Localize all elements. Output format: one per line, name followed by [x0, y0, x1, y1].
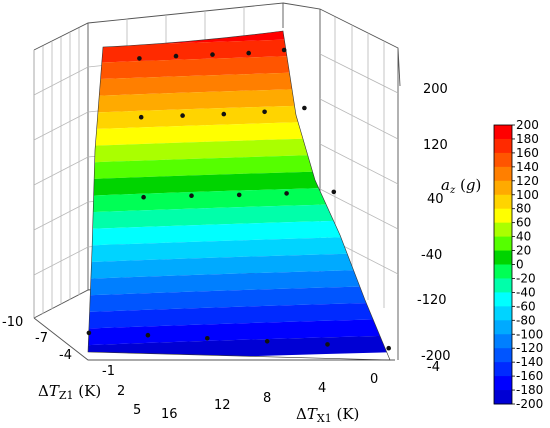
data-point [173, 53, 179, 59]
data-point [281, 47, 287, 53]
colorbar-tick-label: -200 [516, 397, 543, 411]
colorbar-segment [494, 250, 512, 265]
colorbar-segment [494, 306, 512, 321]
colorbar-tick-label: -160 [516, 369, 543, 383]
colorbar-tick-label: -180 [516, 383, 543, 397]
data-point [138, 114, 144, 120]
colorbar-segment [494, 180, 512, 196]
colorbar-tick-label: 40 [516, 230, 531, 244]
y-tick-neg4: -4 [59, 348, 72, 363]
colorbar-tick-label: -80 [516, 313, 536, 327]
colorbar-tick-label: 180 [516, 132, 539, 146]
x-tick-16: 16 [161, 407, 178, 422]
x-axis-ticks: 16 12 8 4 0 [161, 372, 378, 422]
x-axis-label: ΔTX1 (K) [296, 405, 359, 425]
data-point [302, 105, 307, 111]
colorbar-segment [494, 152, 512, 168]
colorbar-segment [494, 376, 512, 391]
colorbar: 200180160140120100806040200-20-40-60-80-… [493, 118, 543, 411]
colorbar-tick-label: 20 [516, 244, 531, 258]
colorbar-tick-label: 140 [516, 160, 539, 174]
data-point [86, 330, 92, 336]
surface-band [88, 186, 390, 213]
data-point [325, 342, 330, 347]
colorbar-segment [494, 320, 512, 335]
data-point [331, 189, 337, 195]
data-point [145, 332, 151, 338]
data-point [210, 52, 215, 57]
colorbar-segment [494, 208, 512, 224]
colorbar-segment [494, 236, 512, 251]
z-tick-neg40: -40 [421, 248, 442, 263]
y-axis-label: ΔTZ1 (K) [38, 382, 101, 402]
colorbar-tick-label: -120 [516, 341, 543, 355]
surface-band [88, 252, 390, 279]
colorbar-tick-label: -100 [516, 327, 543, 341]
colorbar-tick-label: 0 [516, 258, 524, 272]
colorbar-segment [494, 390, 512, 405]
data-point [221, 111, 227, 117]
data-point [137, 56, 142, 61]
data-points [86, 47, 392, 351]
colorbar-tick-label: 80 [516, 202, 531, 216]
y-tick-2: 2 [117, 384, 125, 399]
y-tick-neg7: -7 [35, 331, 48, 346]
colorbar-tick-label: 120 [516, 174, 539, 188]
data-point [386, 345, 392, 351]
colorbar-tick-label: 100 [516, 188, 539, 202]
x-tick-0: 0 [370, 372, 378, 387]
x-tick-8: 8 [263, 391, 271, 406]
y-tick-5: 5 [133, 403, 141, 418]
data-point [284, 191, 289, 196]
colorbar-segment [494, 166, 512, 182]
data-point [141, 194, 146, 200]
colorbar-segment [494, 292, 512, 307]
y-tick-right-neg4: -4 [427, 360, 440, 375]
data-point [180, 113, 185, 118]
colorbar-segment [494, 194, 512, 210]
colorbar-segment [494, 362, 512, 377]
surface-band [88, 302, 390, 329]
y-tick-neg10: -10 [2, 315, 23, 330]
surface-outline [87, 30, 391, 361]
x-tick-12: 12 [214, 398, 231, 413]
surface-band [88, 318, 390, 346]
data-point [262, 109, 267, 115]
data-point [246, 50, 251, 56]
colorbar-segment [494, 264, 512, 279]
colorbar-tick-label: -140 [516, 355, 543, 369]
colorbar-tick-label: 60 [516, 216, 531, 230]
surface-band [88, 269, 390, 296]
colorbar-segment [494, 125, 512, 140]
colorbar-tick-label: -20 [516, 271, 536, 285]
z-tick-200: 200 [423, 82, 448, 97]
colorbar-segment [494, 138, 512, 154]
z-tick-neg200: -200 [421, 349, 451, 364]
z-tick-120: 120 [423, 138, 448, 153]
data-point [205, 336, 210, 341]
colorbar-segment [494, 222, 512, 237]
surface-band [88, 235, 390, 263]
surface-band [88, 285, 390, 313]
data-point [264, 339, 270, 344]
z-tick-40: 40 [427, 192, 444, 207]
colorbar-tick-label: 200 [516, 118, 539, 132]
z-axis-ticks: 200 120 40 -40 -120 -200 [417, 82, 451, 364]
data-point [236, 192, 242, 198]
colorbar-segment [494, 278, 512, 293]
y-tick-neg1: -1 [102, 364, 115, 379]
colorbar-tick-label: 160 [516, 146, 539, 160]
z-axis-label: az (g) [441, 176, 481, 196]
z-tick-neg120: -120 [417, 293, 447, 308]
surface-band [88, 219, 390, 246]
x-tick-4: 4 [318, 381, 326, 396]
y-axis-ticks: -10 -7 -4 -1 2 5 -4 [2, 315, 440, 418]
colorbar-segment [494, 348, 512, 363]
data-point [189, 193, 194, 198]
colorbar-tick-label: -40 [516, 285, 536, 299]
surface-band [88, 202, 390, 230]
colorbar-segment [494, 334, 512, 349]
colorbar-tick-label: -60 [516, 299, 536, 313]
